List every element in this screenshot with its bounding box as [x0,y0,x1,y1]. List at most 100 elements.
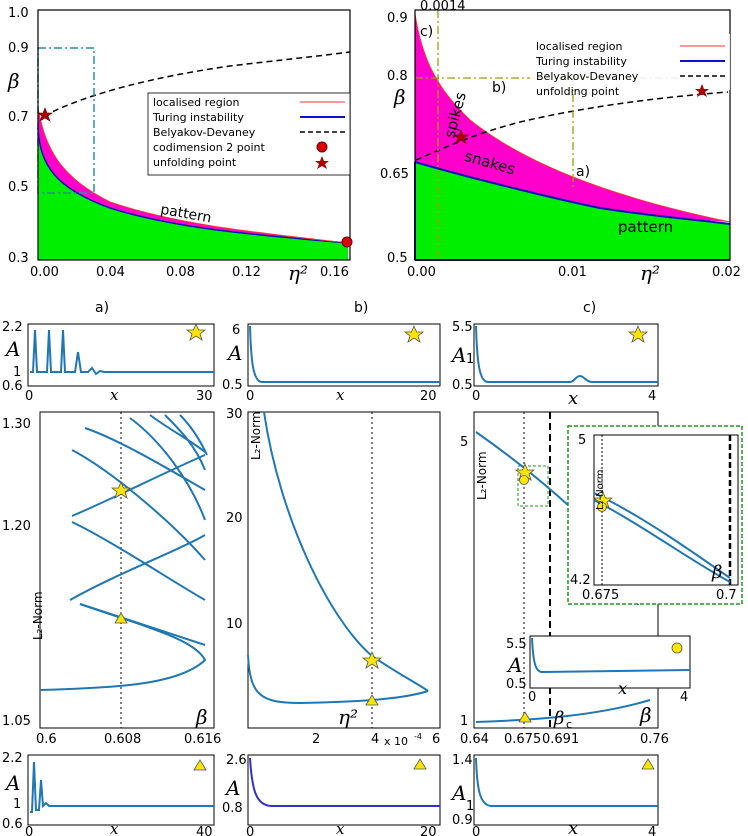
xlabel: x [110,386,119,404]
x-tick: 0 [472,825,480,836]
x-tick: 0.76 [640,732,669,747]
y-tick-left: 0.5 [8,180,29,195]
xlabel: β [195,705,208,729]
belyakov-devaney-curve-left [43,51,351,117]
y-tick: 0.5 [506,677,527,692]
panel-right-phase-diagram: 0.9 0.8 0.65 0.5 β 0.0014 0.00 0.01 0.02… [380,0,741,285]
xlabel: x [568,818,578,836]
x-tick: 0.64 [460,732,489,747]
xlabel: η² [338,705,358,729]
y-tick: 0.9 [452,813,473,828]
xlabel: x [618,679,627,698]
y-tick: 5 [460,435,468,450]
beta-c-label: β [553,708,564,729]
xlabel: x [336,386,345,404]
x-tick: 30 [196,389,213,404]
y-tick: 2.6 [226,753,247,768]
ylabel: A [224,776,240,800]
x-tick: 0.691 [542,732,579,747]
x-tick: 20 [420,389,437,404]
y-tick: 1.05 [2,714,31,729]
y-tick-right: 0.5 [387,251,408,266]
xlabel: β [711,562,722,583]
legend-item: Turing instability [152,111,244,124]
ylabel: A [506,653,522,677]
unfolding-point-right [453,129,469,144]
xlabel: x [110,820,119,836]
x-tick: 20 [420,825,437,836]
y-tick: 1.4 [452,753,473,768]
x-tick: 0 [472,389,480,404]
y-tick-left: 1.0 [8,6,29,21]
y-tick: 1.20 [2,519,31,534]
y-tick: 2.2 [2,751,23,766]
ylabel: A [226,341,242,365]
axes-frame-right [414,9,731,261]
pattern-region-left [38,128,348,260]
col-a-bifurcation-diagram: 1.30 1.20 1.05 L₂-Norm 0.6 0.608 0.616 β [2,411,221,747]
x-tick: 0.616 [184,732,221,747]
x-tick: 0 [25,389,33,404]
x-tick: 0.675 [582,588,619,603]
x-tick: 4 [648,825,656,836]
localised-curve-right [414,13,731,223]
localised-curve-left [37,107,349,244]
col-b-top-profile: 6 0.5 A 0 20 x [222,323,441,404]
legend-item: localised region [153,96,239,109]
unfolding-point-left [37,107,53,122]
legend-item: unfolding point [536,85,620,98]
xlabel-left: η² [288,261,308,285]
x-tick: 0.7 [716,588,737,603]
y-tick: 1 [466,799,474,814]
x-tick-left: 0.04 [96,265,125,280]
x-tick: 0 [528,690,536,705]
x-tick: 0.6 [36,732,57,747]
x-tick: 0.608 [104,732,141,747]
column-label-b: b) [354,300,368,316]
y-tick: 30 [226,407,243,422]
x-tick: 0.675 [504,732,541,747]
ylabel: L₂-Norm [475,451,489,500]
ylabel-right: β [393,85,406,109]
x-tick: 2 [312,732,320,747]
y-tick-left: 0.3 [8,251,29,266]
legend-right: localised region Turing instability Bely… [530,34,730,98]
legend-item: Belyakov-Devaney [536,70,639,83]
ylabel: A [450,781,466,805]
legend-item: Turing instability [535,55,627,68]
ylabel: A [4,771,20,795]
y-tick-right: 0.9 [387,11,408,26]
ylabel: L₂-Norm [249,411,263,460]
x-tick: 4 [680,690,688,705]
legend-item: codimension 2 point [153,141,265,154]
x-tick: 6 [432,732,440,747]
belyakov-devaney-curve-right [415,91,729,161]
x-tick: 0 [25,825,33,836]
y-tick: 0.8 [222,801,243,816]
zoom-box-left [37,47,95,194]
pattern-label-right: pattern [618,218,673,236]
legend-item: localised region [536,40,622,53]
col-c-bottom-profile: 1.4 1 0.9 A 0 4 x [450,753,659,836]
col-c-profile-inset: 5.5 0.5 A 0 4 x [506,635,691,705]
ylabel: A [4,337,20,361]
codimension-2-point [341,236,353,248]
x-tick: 4 [371,732,379,747]
x-tick-right: 0.01 [558,265,587,280]
scale-exponent: -4 [414,732,422,741]
xlabel-right: η² [640,261,660,285]
ylabel: A [450,343,466,367]
y-tick: 5.5 [506,637,527,652]
panel-left-phase-diagram: 1.0 0.9 0.7 0.5 0.3 β 0.00 0.04 0.08 0.1… [7,6,353,285]
y-tick: 4.2 [570,573,591,588]
y-tick: 0.6 [2,379,23,394]
y-tick: 1.30 [2,417,31,432]
ylabel: L₂-Norm [595,470,606,510]
cut-label-b: b) [492,80,506,96]
y-tick: 0.5 [452,378,473,393]
y-tick: 1 [13,365,21,380]
legend-item: Belyakov-Devaney [153,126,256,139]
column-label-a: a) [95,300,109,316]
x-tick: 4 [648,389,656,404]
y-tick: 0.6 [2,817,23,832]
